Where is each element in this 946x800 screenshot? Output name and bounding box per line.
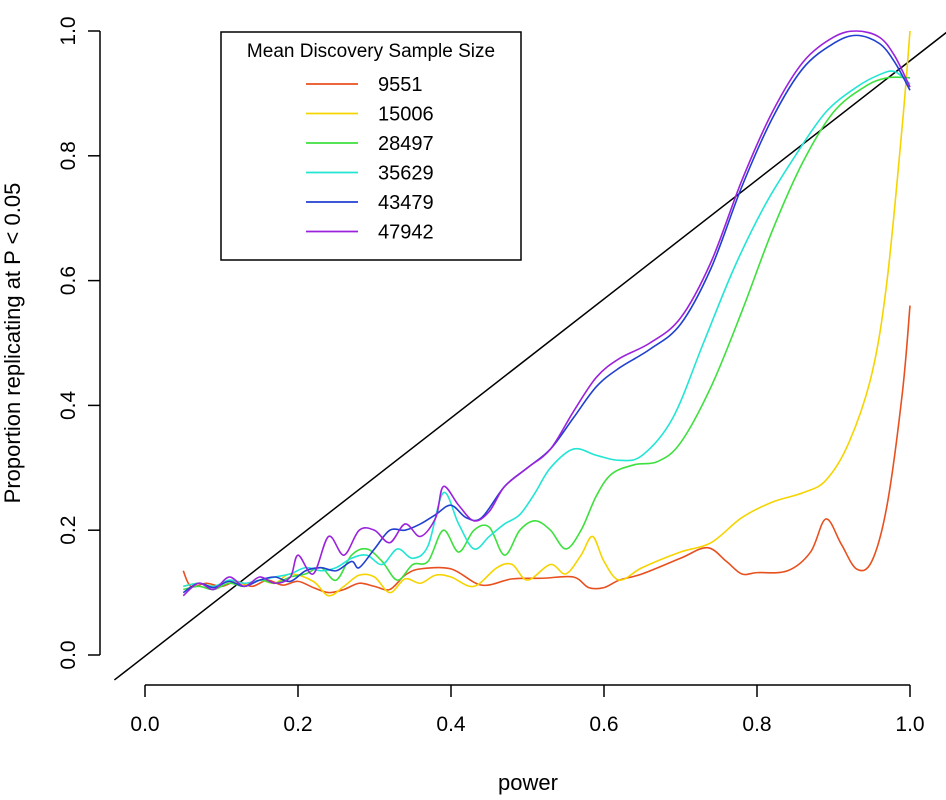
- x-tick-label: 0.4: [436, 713, 466, 736]
- y-tick-label: 0.8: [57, 141, 80, 170]
- reference-line: [113, 31, 946, 681]
- legend: Mean Discovery Sample Size 9551 15006 2849…: [220, 31, 522, 261]
- axes: 0.0 0.2 0.4 0.6 0.8 1.0 0.0 0.2 0.4 0.6 0.8 1.0: [57, 16, 925, 736]
- x-tick-label: 0.2: [283, 713, 312, 736]
- legend-box: [220, 31, 522, 261]
- y-tick-label: 0.0: [57, 640, 80, 669]
- reference-line-group: [113, 31, 946, 681]
- series-line-35629: [183, 70, 911, 588]
- y-tick-label: 0.6: [57, 266, 80, 295]
- y-tick-label: 1.0: [57, 16, 80, 45]
- x-tick-label: 0.6: [589, 713, 618, 736]
- series-group: [182, 30, 911, 597]
- legend-items: 9551 15006 28497 35629 43479 47942: [306, 74, 434, 244]
- series-line-43479: [182, 34, 911, 594]
- legend-label: 28497: [378, 133, 434, 155]
- series-line-9551: [182, 305, 911, 594]
- series-line-47942: [182, 30, 911, 597]
- legend-title: Mean Discovery Sample Size: [247, 41, 495, 62]
- legend-label: 43479: [378, 192, 434, 214]
- x-tick-label: 0.8: [742, 713, 771, 736]
- x-tick-label: 1.0: [895, 713, 924, 736]
- legend-label: 15006: [378, 104, 434, 126]
- y-tick-label: 0.4: [57, 390, 80, 420]
- x-tick-label: 0.0: [130, 713, 159, 736]
- legend-label: 35629: [378, 163, 434, 185]
- y-axis-title: Proportion replicating at P < 0.05: [0, 183, 25, 504]
- legend-label: 9551: [378, 74, 423, 96]
- y-tick-label: 0.2: [57, 516, 80, 545]
- x-axis-title: power: [498, 770, 558, 795]
- legend-label: 47942: [378, 222, 434, 244]
